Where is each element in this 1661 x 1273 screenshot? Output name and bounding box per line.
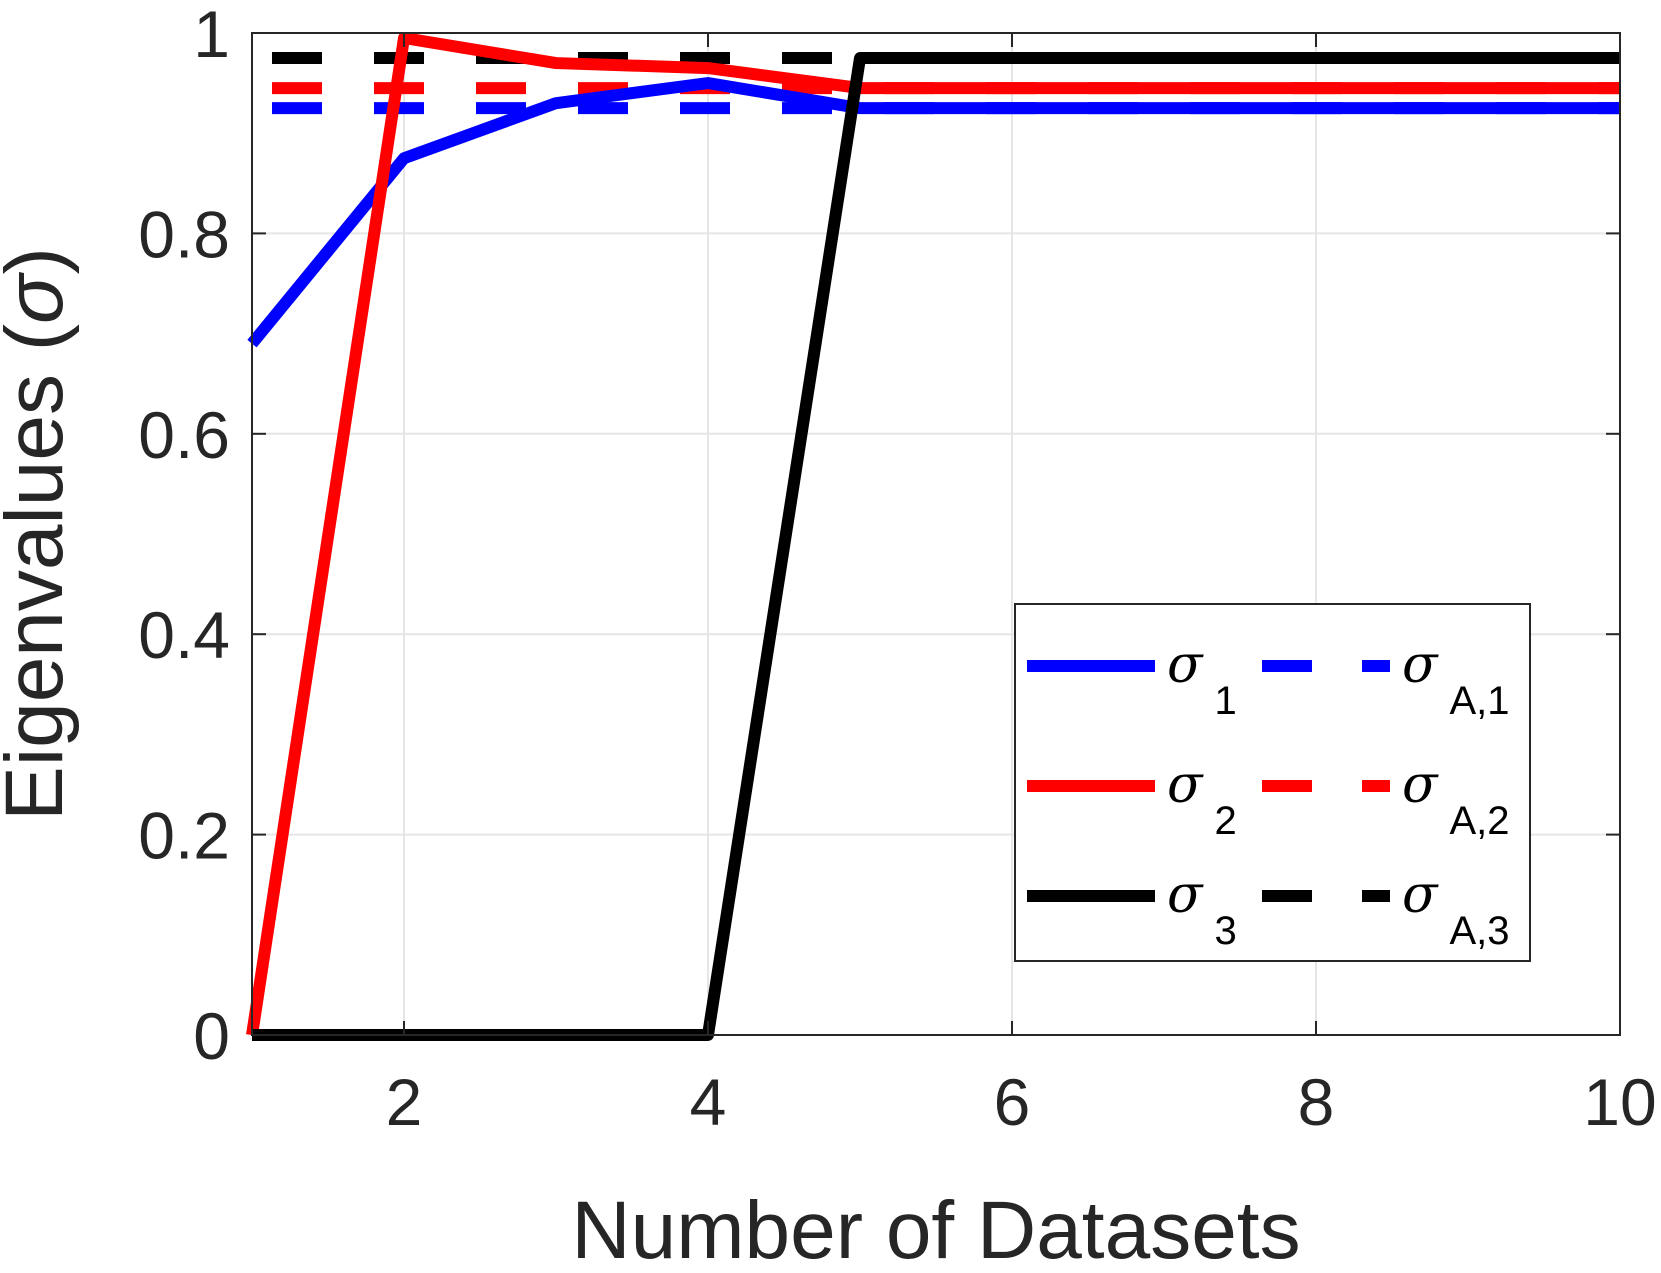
axis-ticks [252,32,1621,1036]
y-tick-label: 0.6 [138,398,230,472]
legend-label: σA,2 [1402,755,1510,843]
series-layer [246,32,1620,1041]
legend-label: σA,3 [1402,865,1510,953]
y-tick-label: 0.4 [138,598,230,672]
legend-label: σ1 [1167,635,1237,723]
x-tick-label: 6 [994,1065,1031,1139]
y-tick-label: 0.2 [138,799,230,873]
legend: σ1 σ2 σ3 σA,1 σA,2 σA,3 [1014,603,1531,962]
series-line--2 [246,32,1620,1036]
series-line--1 [247,77,1620,348]
x-tick-label: 8 [1298,1065,1335,1139]
x-tick-label: 10 [1583,1065,1656,1139]
x-tick-label: 2 [386,1065,423,1139]
y-axis-label-text: Eigenvalues ( [0,324,80,821]
x-tick-label: 4 [690,1065,727,1139]
y-tick-label: 0 [193,999,230,1073]
legend-label: σA,1 [1402,635,1510,723]
y-axis-label-symbol: σ [0,271,80,324]
x-axis-label: Number of Datasets [571,1185,1300,1273]
y-tick-label: 1 [193,0,230,71]
y-axis-label: Eigenvalues (σ) [0,247,80,821]
plot-area-frame [251,32,1621,1036]
y-tick-label: 0.8 [138,197,230,271]
tick-labels: 2 4 6 8 10 0 0.2 0.4 0.6 0.8 1 [138,0,1656,1139]
y-axis-label-close: ) [0,247,80,274]
legend-label: σ2 [1167,755,1237,843]
legend-label: σ3 [1167,865,1237,953]
